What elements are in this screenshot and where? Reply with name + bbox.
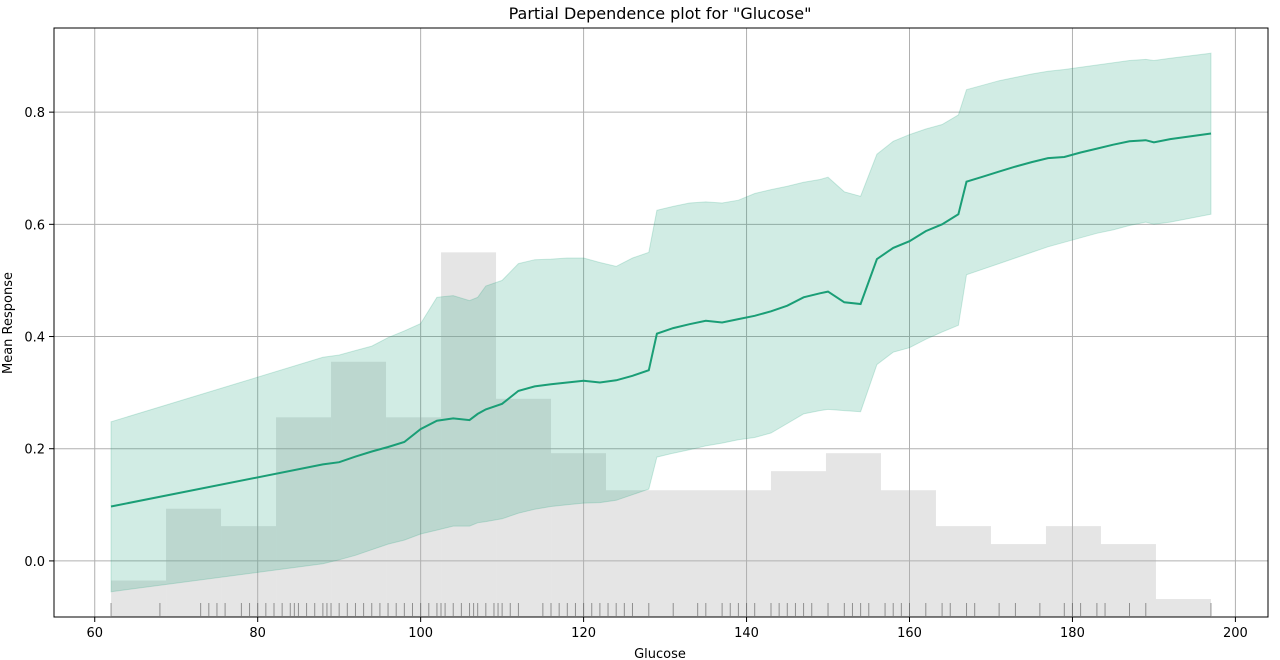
histogram-bar [770,471,826,617]
rug-plot [110,603,1212,616]
x-axis-ticks: 60 80 100 120 140 160 180 200 [86,617,1248,641]
histogram-bar [606,490,661,617]
histogram-bar [111,580,167,617]
y-axis-label: Mean Response [1,272,16,374]
histogram-bar [386,417,442,617]
y-tick-label: 0.2 [24,443,45,458]
x-tick-label: 80 [249,626,266,641]
histogram-bar [715,490,771,617]
plot-frame [53,27,1269,618]
confidence-band [110,52,1212,593]
histogram-bar [166,508,222,617]
pd-line [110,132,1212,508]
histogram-bar [825,453,881,617]
histogram-bar [1100,544,1156,617]
histogram-bar [551,453,607,617]
pd-line-path [110,132,1212,508]
histogram-bar [441,252,497,617]
histogram-bar [496,398,552,617]
y-tick-label: 0.6 [24,218,45,233]
histogram-bar [990,544,1046,617]
histogram-bar [276,417,332,617]
grid [54,28,1268,617]
histogram-bar [880,490,936,617]
x-axis-label: Glucose [634,647,686,660]
x-tick-label: 180 [1060,626,1085,641]
histogram-bar [935,526,991,617]
histogram [111,252,1211,617]
chart-title: Partial Dependence plot for "Glucose" [509,4,812,23]
histogram-bar [221,526,277,617]
y-tick-label: 0.0 [24,555,45,570]
x-tick-label: 160 [897,626,922,641]
y-axis-ticks: 0.0 0.2 0.4 0.6 0.8 [24,106,54,570]
histogram-bar [1155,599,1211,617]
y-tick-label: 0.8 [24,106,45,121]
confidence-band-area [110,52,1212,593]
x-tick-label: 100 [408,626,433,641]
x-tick-label: 120 [571,626,596,641]
histogram-bar [1045,526,1101,617]
histogram-bar [661,490,716,617]
y-tick-label: 0.4 [24,331,45,346]
x-tick-label: 140 [734,626,759,641]
x-tick-label: 60 [86,626,103,641]
x-tick-label: 200 [1223,626,1248,641]
histogram-bar [331,361,387,617]
